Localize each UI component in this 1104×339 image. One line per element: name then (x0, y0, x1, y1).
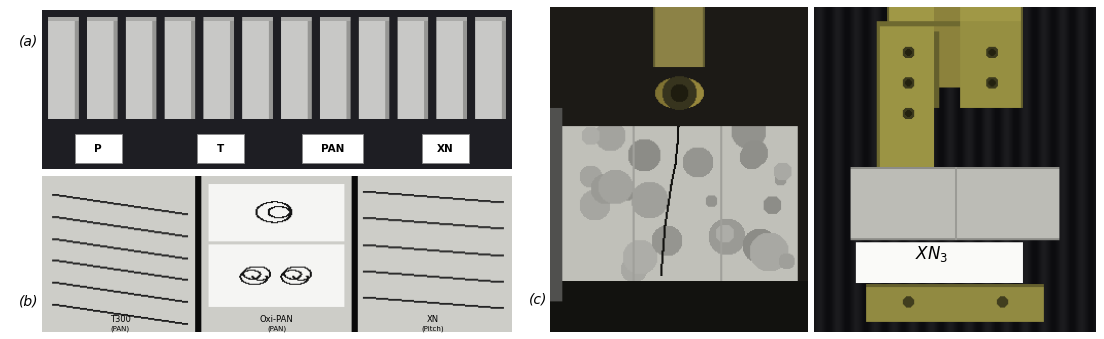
Text: (a): (a) (19, 34, 38, 48)
Text: (c): (c) (529, 292, 548, 306)
Text: XN: XN (427, 315, 439, 324)
Text: Oxi-PAN: Oxi-PAN (259, 315, 294, 324)
Text: XN: XN (437, 144, 454, 154)
Text: (b): (b) (19, 295, 38, 309)
Text: PAN: PAN (321, 144, 344, 154)
Text: (PAN): (PAN) (267, 326, 286, 332)
Text: T300: T300 (110, 315, 130, 324)
Text: $XN_3$: $XN_3$ (915, 244, 948, 264)
Text: (Pitch): (Pitch) (422, 326, 444, 332)
FancyBboxPatch shape (422, 135, 469, 163)
Text: P: P (95, 144, 102, 154)
FancyBboxPatch shape (197, 135, 244, 163)
Text: (PAN): (PAN) (110, 326, 130, 332)
FancyBboxPatch shape (302, 135, 363, 163)
Text: T: T (216, 144, 224, 154)
FancyBboxPatch shape (75, 135, 121, 163)
